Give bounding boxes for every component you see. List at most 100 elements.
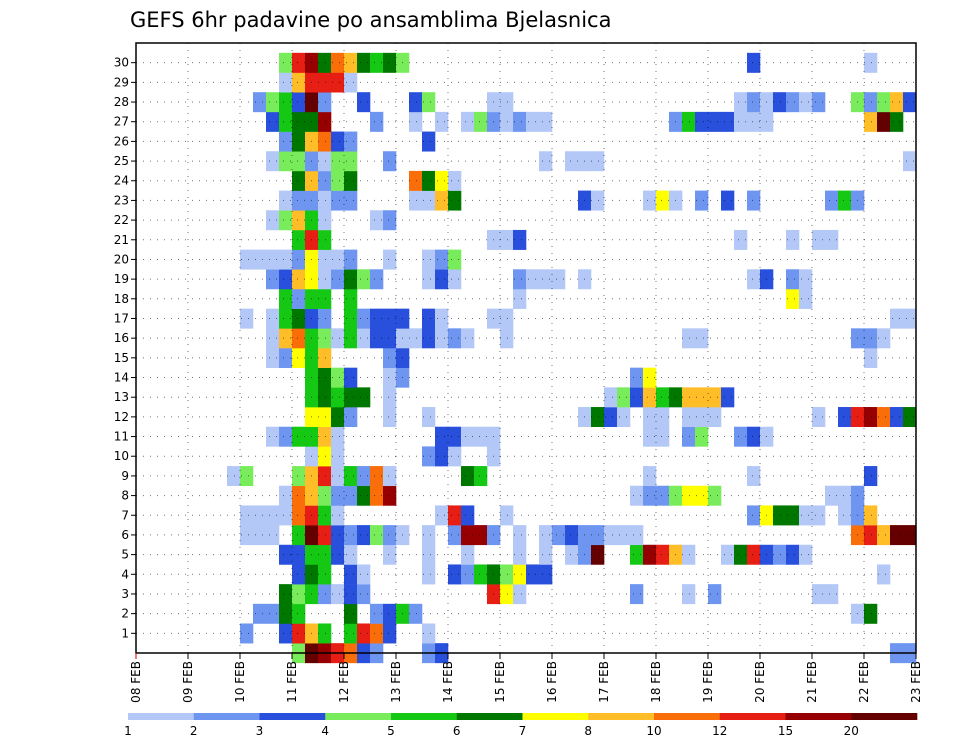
legend-label: 3 (256, 724, 264, 738)
heatmap-cell (422, 564, 436, 585)
x-axis-ticks: 08 FEB 09 FEB 10 FEB 11 FEB 12 FEB 13 FEB 14 F… (129, 653, 923, 703)
heatmap-cell (734, 544, 748, 565)
heatmap-cell (292, 505, 306, 526)
heatmap-cell (526, 564, 540, 585)
heatmap-cell (656, 544, 670, 565)
legend-swatch (128, 713, 195, 720)
heatmap-cell (370, 328, 384, 349)
heatmap-cell (617, 387, 631, 408)
y-tick-label: 16 (114, 331, 129, 345)
heatmap-cell (344, 407, 358, 428)
heatmap-cell (409, 190, 423, 211)
heatmap-cell (695, 190, 709, 211)
heatmap-cell (877, 564, 891, 585)
heatmap-cell (253, 92, 267, 113)
heatmap-cell (266, 151, 280, 172)
heatmap-cell (383, 328, 397, 349)
heatmap-cell (318, 92, 332, 113)
heatmap-cell (786, 288, 800, 309)
heatmap-cell (448, 190, 462, 211)
heatmap-cell (292, 466, 306, 487)
heatmap-cell (279, 426, 293, 447)
heatmap-cell (292, 151, 306, 172)
y-tick-label: 5 (121, 548, 129, 562)
heatmap-cell (552, 525, 566, 546)
heatmap-cell (318, 446, 332, 467)
y-tick-label: 20 (114, 252, 129, 266)
heatmap-cell (825, 485, 839, 506)
heatmap-cell (513, 229, 527, 250)
heatmap-cell (422, 269, 436, 290)
heatmap-cell (461, 505, 475, 526)
heatmap-cell (292, 623, 306, 644)
heatmap-cell (773, 92, 787, 113)
heatmap-cell (344, 72, 358, 93)
heatmap-cell (682, 485, 696, 506)
heatmap-cell (708, 485, 722, 506)
heatmap-cell (435, 269, 449, 290)
heatmap-cell (799, 288, 813, 309)
heatmap-cell (370, 269, 384, 290)
heatmap-cell (461, 111, 475, 132)
heatmap-cell (461, 544, 475, 565)
heatmap-cell (279, 584, 293, 605)
heatmap-cell (630, 584, 644, 605)
heatmap-cell (279, 92, 293, 113)
heatmap-cell (318, 584, 332, 605)
heatmap-cell (539, 525, 553, 546)
heatmap-cell (292, 131, 306, 152)
heatmap-cell (357, 387, 371, 408)
heatmap-cell (513, 288, 527, 309)
heatmap-cell (903, 308, 917, 329)
heatmap-cell (292, 328, 306, 349)
heatmap-cell (331, 466, 345, 487)
heatmap-cell (279, 111, 293, 132)
heatmap-cell (383, 210, 397, 231)
heatmap-cell (825, 584, 839, 605)
heatmap-cell (435, 426, 449, 447)
heatmap-cell (786, 269, 800, 290)
heatmap-cell (461, 426, 475, 447)
heatmap-cell (565, 525, 579, 546)
heatmap-cell (292, 584, 306, 605)
heatmap-cell (591, 151, 605, 172)
heatmap-cell (747, 92, 761, 113)
heatmap-cell (344, 328, 358, 349)
heatmap-cell (409, 170, 423, 191)
y-tick-label: 30 (114, 56, 129, 70)
heatmap-cell (825, 229, 839, 250)
heatmap-cell (292, 92, 306, 113)
heatmap-cell (513, 525, 527, 546)
heatmap-cell (695, 111, 709, 132)
heatmap-cell (266, 328, 280, 349)
heatmap-cell (747, 426, 761, 447)
heatmap-cell (331, 328, 345, 349)
heatmap-cell (474, 426, 488, 447)
y-tick-label: 12 (114, 410, 129, 424)
heatmap-cell (591, 544, 605, 565)
y-tick-label: 14 (114, 371, 129, 385)
heatmap-cell (422, 544, 436, 565)
y-tick-label: 25 (114, 154, 129, 168)
heatmap-cell (656, 190, 670, 211)
heatmap-cell (383, 308, 397, 329)
heatmap-cell (383, 544, 397, 565)
heatmap-cell (266, 525, 280, 546)
heatmap-cell (695, 328, 709, 349)
heatmap-cell (318, 623, 332, 644)
heatmap-cell (331, 446, 345, 467)
heatmap-cell (318, 210, 332, 231)
heatmap-cell (292, 564, 306, 585)
y-tick-label: 6 (121, 528, 129, 542)
heatmap-cell (331, 367, 345, 388)
heatmap-cell (422, 525, 436, 546)
heatmap-cell (409, 328, 423, 349)
legend-label: 7 (519, 724, 527, 738)
heatmap-cell (370, 308, 384, 329)
y-tick-label: 19 (114, 272, 129, 286)
heatmap-cell (279, 288, 293, 309)
heatmap-cell (500, 505, 514, 526)
heatmap-cell (643, 407, 657, 428)
heatmap-cell (903, 151, 917, 172)
heatmap-cell (357, 525, 371, 546)
